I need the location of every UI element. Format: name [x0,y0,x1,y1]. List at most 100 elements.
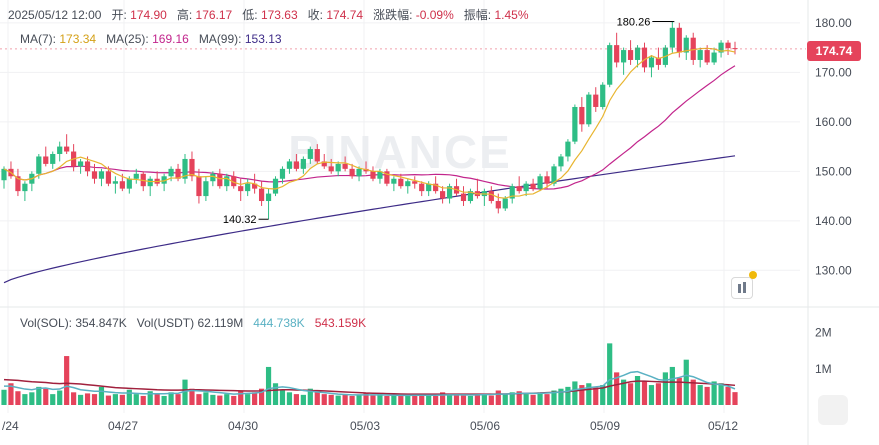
volume-bar [50,394,56,405]
vol-usdt-value: 62.119M [197,316,244,330]
volume-bar [314,392,320,405]
candle-body [440,191,446,199]
volume-bar [572,381,578,405]
ma25-value: 169.16 [152,32,189,46]
volume-bar [412,394,418,405]
volume-bar [224,394,230,405]
indicator-settings-button[interactable] [731,277,753,299]
time-tick-label: 04/30 [228,419,258,433]
volume-bar [502,394,508,405]
volume-bar [22,394,28,405]
open-value: 174.90 [130,8,167,22]
volume-bar [725,386,731,405]
volume-bar [669,366,675,405]
volume-bar [98,386,105,405]
volume-bar [676,377,682,405]
candle-body [467,191,474,202]
candle-body [258,188,265,202]
candle-body [349,168,355,177]
volume-bar [175,394,181,405]
volume-bar [621,379,627,405]
candle-body [1,168,7,181]
candle-body [203,181,209,197]
change-value: -0.09% [415,8,454,22]
volume-bar [558,388,564,405]
volume-bar [140,395,146,405]
candle-body [718,42,724,53]
candle-body [238,186,244,192]
candle-body [112,181,118,184]
candle-body [572,106,578,142]
time-tick-label: 05/06 [470,419,500,433]
candle-body [300,158,306,169]
floating-action-button[interactable] [818,395,848,425]
candle-body [704,50,710,63]
volume-bar [384,395,390,405]
volume-bar [474,394,481,405]
price-tick-label: 180.00 [815,16,852,30]
volume-bar [349,395,355,405]
candle-body [15,176,21,192]
candle-body [495,201,501,209]
volume-bar [655,383,662,405]
volume-bar [419,395,425,405]
candle-body [655,57,662,65]
volume-bar [112,394,118,405]
ohlc-info: 2025/05/12 12:00 开: 174.90 高: 176.17 低: … [8,8,529,22]
candle-body [433,183,439,192]
candles[interactable] [1,21,738,220]
binance-watermark: BINANCE [288,126,512,178]
volume-bar [147,391,153,405]
volume-bar [426,394,432,405]
low-value: 173.63 [260,8,298,22]
candle-body [342,163,348,169]
volume-bar [29,392,35,405]
volume-bar [405,395,411,405]
volume-bar [91,394,98,405]
volume-bar [36,386,42,405]
candle-body [321,161,327,167]
volume-bar [627,383,634,405]
ma25-polyline [3,65,736,190]
max-price-label: 180.26 [617,17,651,29]
volume-bar [258,388,265,405]
ma25-label: MA(25): [106,32,149,46]
volume-bar [586,383,592,405]
candle-body [133,173,139,179]
volume-bar [154,394,160,405]
ma7-line [3,47,736,199]
volume-bar [641,381,648,405]
volume-bar [467,395,474,405]
candle-body [370,171,376,179]
volume-bars[interactable] [1,343,738,405]
volume-bar [265,366,272,405]
candle-body [648,57,655,68]
time-tick-label: 04/27 [108,419,138,433]
candle-body [182,158,188,179]
volume-bar [279,390,286,405]
volume-bar [607,343,613,405]
candle-body [356,168,362,177]
ma25-line [3,65,736,190]
volume-bar [252,392,258,405]
candle-body [530,183,536,189]
volume-bar [509,392,515,405]
candle-body [245,183,251,192]
volume-bar [77,394,84,405]
volume-bar [161,395,167,405]
volume-bar [328,394,334,405]
volume-ma-lines [3,370,736,397]
candle-body [252,183,258,189]
volume-bar [57,390,63,405]
time-tick-label: /24 [2,419,19,433]
candle-body [509,186,515,199]
candle-body [614,45,620,63]
candle-body [419,183,425,192]
volume-bar [342,394,348,405]
candle-body [502,198,508,209]
datetime: 2025/05/12 12:00 [8,8,102,22]
candle-body [279,168,286,179]
volume-bar [600,385,606,405]
price-tick-label: 170.00 [815,65,852,79]
